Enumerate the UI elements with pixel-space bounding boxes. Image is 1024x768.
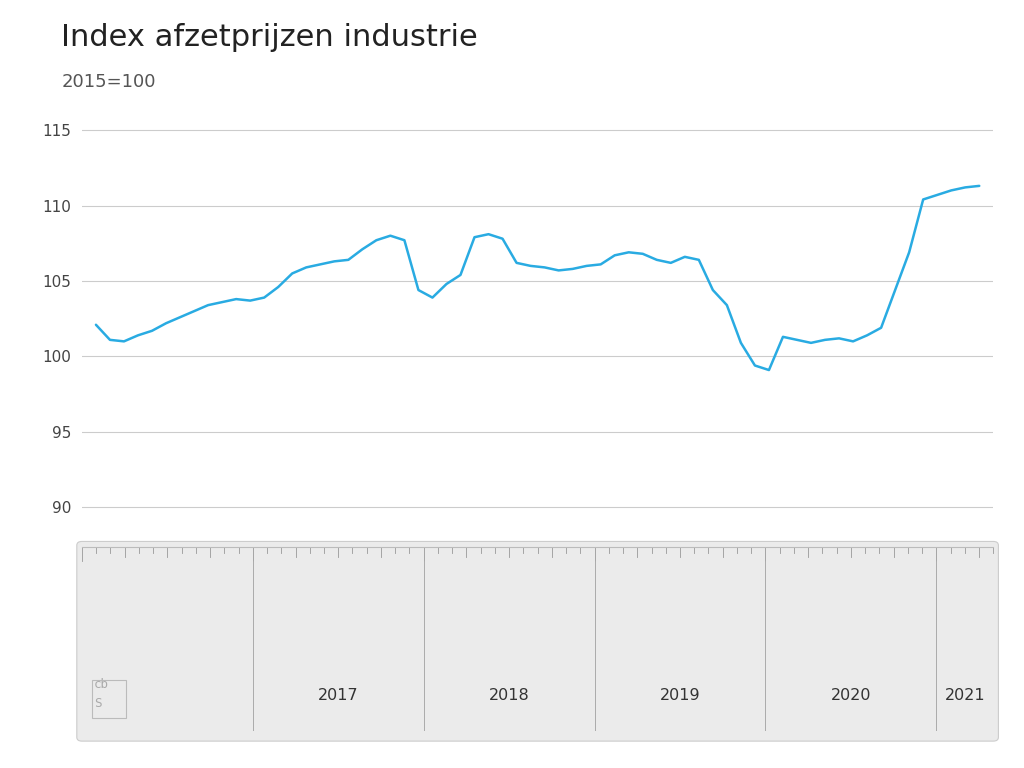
Text: 2021: 2021 bbox=[944, 687, 985, 703]
Text: 2019: 2019 bbox=[659, 687, 700, 703]
Text: cb: cb bbox=[94, 678, 110, 691]
Text: 2020: 2020 bbox=[830, 687, 871, 703]
Text: 2018: 2018 bbox=[488, 687, 529, 703]
Text: 2015=100: 2015=100 bbox=[61, 73, 156, 91]
Text: 2017: 2017 bbox=[317, 687, 358, 703]
Text: Index afzetprijzen industrie: Index afzetprijzen industrie bbox=[61, 23, 478, 52]
Text: S: S bbox=[94, 697, 101, 710]
